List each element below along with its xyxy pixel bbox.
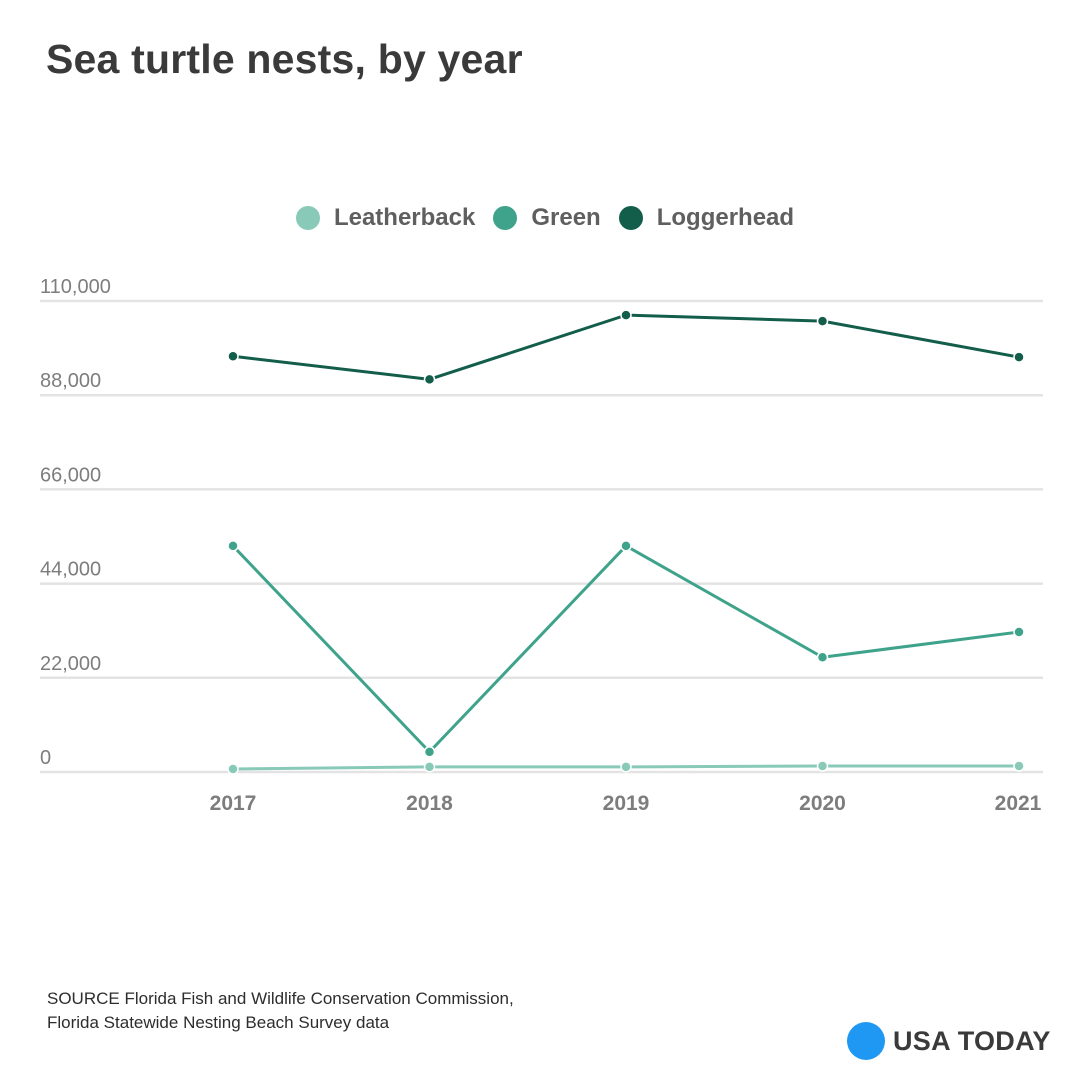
- source-note: SOURCE Florida Fish and Wildlife Conserv…: [47, 987, 514, 1035]
- data-point-leatherback-2020[interactable]: [816, 760, 829, 772]
- data-point-leatherback-2021[interactable]: [1013, 760, 1025, 772]
- legend-item-green: Green: [493, 204, 601, 232]
- data-point-green-2017[interactable]: [227, 540, 239, 552]
- series-group: [227, 309, 1025, 775]
- x-tick-label: 2018: [406, 792, 453, 815]
- data-point-loggerhead-2020[interactable]: [816, 315, 829, 327]
- data-point-leatherback-2019[interactable]: [620, 761, 632, 773]
- legend-label: Loggerhead: [656, 204, 795, 231]
- x-tick-label: 2017: [210, 792, 257, 815]
- x-tick-label: 2020: [799, 792, 846, 815]
- data-point-leatherback-2017[interactable]: [227, 763, 239, 775]
- legend-swatch-loggerhead: [618, 206, 643, 230]
- y-tick-label: 88,000: [40, 370, 101, 392]
- data-point-green-2021[interactable]: [1013, 626, 1025, 638]
- legend-swatch-leatherback: [295, 206, 320, 230]
- series-line-green: [231, 544, 1020, 754]
- data-point-leatherback-2018[interactable]: [423, 761, 436, 773]
- y-tick-label: 66,000: [40, 464, 101, 486]
- source-line-1: SOURCE Florida Fish and Wildlife Conserv…: [47, 989, 514, 1008]
- logo-dot-icon: [847, 1022, 885, 1060]
- source-line-2: Florida Statewide Nesting Beach Survey d…: [47, 1013, 390, 1032]
- series-loggerhead: [227, 309, 1025, 386]
- y-tick-label: 44,000: [40, 559, 101, 581]
- legend-label: Leatherback: [333, 204, 476, 231]
- x-axis-tick-labels: 2017 2018 2019 2020 2021: [210, 792, 1042, 815]
- chart-title: Sea turtle nests, by year: [46, 36, 523, 82]
- x-tick-label: 2021: [995, 792, 1042, 815]
- y-tick-label: 110,000: [40, 276, 111, 298]
- y-axis-tick-labels: 0 22,000 44,000 66,000 88,000 110,000: [40, 276, 111, 769]
- data-point-green-2020[interactable]: [816, 651, 829, 663]
- legend-item-leatherback: Leatherback: [295, 204, 476, 232]
- y-tick-label: 0: [40, 747, 51, 769]
- y-tick-label: 22,000: [40, 653, 101, 675]
- x-tick-label: 2019: [603, 792, 650, 815]
- usa-today-logo: USA TODAY: [847, 1022, 1051, 1060]
- data-point-loggerhead-2018[interactable]: [423, 373, 436, 386]
- data-point-loggerhead-2021[interactable]: [1013, 351, 1025, 363]
- legend: Leatherback Green Loggerhead: [5, 204, 1080, 232]
- series-leatherback: [227, 760, 1025, 775]
- legend-item-loggerhead: Loggerhead: [618, 204, 795, 232]
- logo-text: USA TODAY: [893, 1025, 1051, 1056]
- data-point-green-2018[interactable]: [423, 746, 436, 758]
- legend-label: Green: [531, 204, 601, 231]
- gridlines: [40, 299, 1043, 774]
- data-point-loggerhead-2017[interactable]: [227, 350, 239, 362]
- series-green: [227, 540, 1025, 758]
- data-point-loggerhead-2019[interactable]: [620, 309, 632, 321]
- data-point-green-2019[interactable]: [620, 540, 632, 552]
- series-line-loggerhead: [232, 313, 1020, 381]
- legend-swatch-green: [493, 206, 518, 230]
